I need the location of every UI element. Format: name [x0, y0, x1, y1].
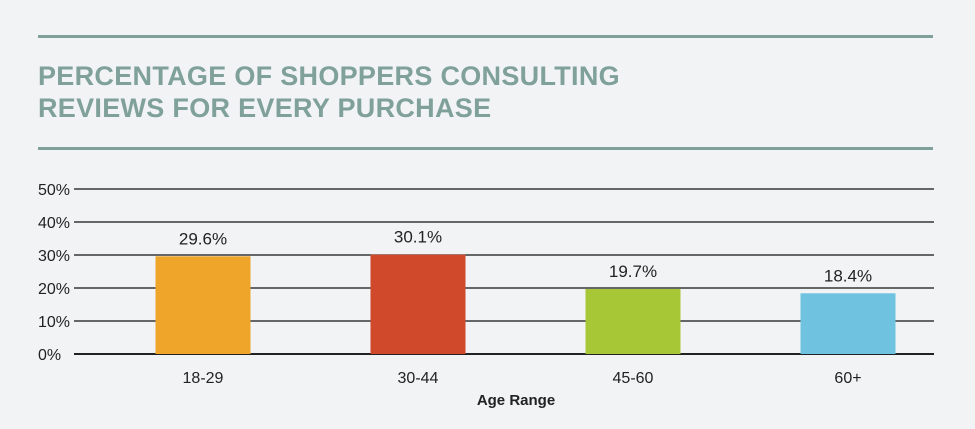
y-tick-label: 30% [38, 248, 70, 265]
top-divider [38, 35, 933, 38]
y-tick-label: 0% [38, 347, 61, 364]
chart-title-line-2: REVIEWS FOR EVERY PURCHASE [38, 93, 492, 123]
y-tick-label: 50% [38, 182, 70, 199]
data-label: 18.4% [824, 266, 872, 285]
chart-title: PERCENTAGE OF SHOPPERS CONSULTING REVIEW… [38, 60, 738, 124]
y-tick-label: 40% [38, 215, 70, 232]
data-label: 19.7% [609, 262, 657, 281]
data-label: 30.1% [394, 228, 442, 247]
y-tick-label: 20% [38, 281, 70, 298]
bar [155, 256, 251, 354]
title-divider [38, 147, 933, 150]
x-tick-label: 45-60 [613, 370, 654, 387]
x-tick-label: 60+ [834, 370, 861, 387]
chart-title-line-1: PERCENTAGE OF SHOPPERS CONSULTING [38, 61, 620, 91]
x-tick-label: 30-44 [398, 370, 439, 387]
y-tick-label: 10% [38, 314, 70, 331]
x-axis-title: Age Range [477, 392, 555, 409]
bar [800, 293, 896, 354]
bar [585, 288, 681, 354]
data-label: 29.6% [179, 229, 227, 248]
bar [370, 254, 466, 354]
x-tick-label: 18-29 [183, 370, 224, 387]
